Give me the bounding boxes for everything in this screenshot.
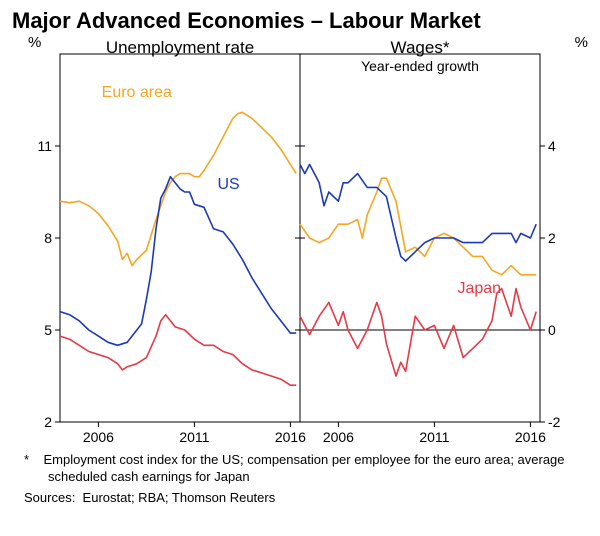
- svg-text:Japan: Japan: [457, 280, 501, 297]
- svg-text:2006: 2006: [83, 429, 114, 445]
- svg-text:2: 2: [44, 414, 52, 430]
- chart-container: Major Advanced Economies – Labour Market…: [0, 0, 600, 536]
- chart-title: Major Advanced Economies – Labour Market: [12, 8, 588, 34]
- svg-text:2011: 2011: [419, 429, 449, 445]
- svg-text:8: 8: [44, 230, 52, 246]
- chart-area: % % Unemployment rate Wages* Year-ended …: [12, 36, 588, 446]
- svg-text:2016: 2016: [275, 429, 306, 445]
- footnote: * Employment cost index for the US; comp…: [36, 452, 588, 486]
- svg-text:2016: 2016: [515, 429, 546, 445]
- svg-text:2011: 2011: [179, 429, 209, 445]
- footnote-marker: *: [24, 452, 29, 467]
- svg-text:-2: -2: [548, 414, 561, 430]
- svg-text:2006: 2006: [323, 429, 354, 445]
- footnote-text: Employment cost index for the US; compen…: [44, 452, 565, 484]
- svg-text:2: 2: [548, 230, 556, 246]
- sources-text: Eurostat; RBA; Thomson Reuters: [83, 490, 276, 505]
- svg-text:0: 0: [548, 322, 556, 338]
- svg-text:5: 5: [44, 322, 52, 338]
- svg-text:Euro area: Euro area: [102, 84, 172, 101]
- svg-text:11: 11: [37, 138, 52, 154]
- sources: Sources: Eurostat; RBA; Thomson Reuters: [12, 490, 588, 505]
- svg-text:US: US: [217, 176, 239, 193]
- sources-label: Sources:: [24, 490, 75, 505]
- chart-svg: 25811200620112016-2024200620112016Euro a…: [12, 36, 588, 446]
- svg-text:4: 4: [548, 138, 556, 154]
